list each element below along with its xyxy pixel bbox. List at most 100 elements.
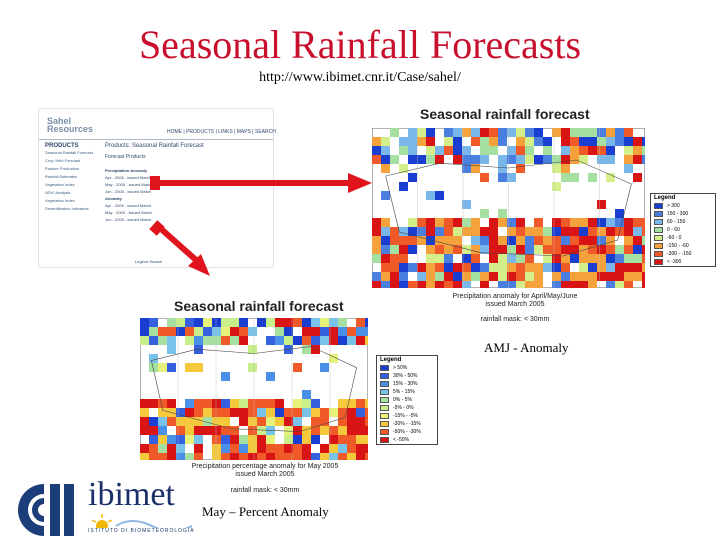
- map-cell: [462, 155, 471, 164]
- website-product-link[interactable]: Jun - 2005 - issued March: [105, 217, 152, 222]
- map-cell: [221, 453, 230, 460]
- map-cell: [338, 336, 347, 345]
- map-cell: [311, 327, 320, 336]
- map-cell: [176, 444, 185, 453]
- map-cell: [426, 146, 435, 155]
- website-nav[interactable]: HOME | PRODUCTS | LINKS | MAPS | SEARCH: [167, 129, 276, 135]
- map-cell: [579, 272, 588, 281]
- map-cell: [444, 218, 453, 227]
- map-cell: [239, 435, 248, 444]
- map-cell: [320, 318, 329, 327]
- website-sidebar-item[interactable]: Vegetation Index: [45, 198, 75, 203]
- map-cell: [471, 227, 480, 236]
- website-sidebar-item[interactable]: Pasture Production: [45, 166, 80, 171]
- map-cell: [167, 417, 176, 426]
- map-cell: [435, 155, 444, 164]
- legend-swatch: [654, 235, 663, 241]
- map-cell: [615, 137, 624, 146]
- website-sidebar-item[interactable]: Seasonal Rainfall Forecast: [45, 150, 93, 155]
- map-cell: [606, 173, 615, 182]
- map-cell: [624, 245, 633, 254]
- source-url[interactable]: http://www.ibimet.cnr.it/Case/sahel/: [259, 70, 461, 85]
- map-cell: [149, 444, 158, 453]
- map-cell: [158, 408, 167, 417]
- website-product-link[interactable]: May - 2005 - issued March: [105, 182, 153, 187]
- map-cell: [516, 254, 525, 263]
- map-cell: [516, 281, 525, 288]
- map-cell: [365, 408, 368, 417]
- map-cell: [230, 399, 239, 408]
- map-cell: [239, 318, 248, 327]
- map-cell: [257, 444, 266, 453]
- map-cell: [624, 272, 633, 281]
- website-product-link[interactable]: Apr - 2005 - issued March: [105, 175, 152, 180]
- website-sidebar-item[interactable]: Crop Yield Forecast: [45, 158, 81, 163]
- map-cell: [462, 272, 471, 281]
- website-screenshot: Sahel Resources HOME | PRODUCTS | LINKS …: [38, 108, 276, 268]
- map-cell: [525, 137, 534, 146]
- map-cell: [399, 254, 408, 263]
- website-product-link[interactable]: Jun - 2005 - issued March: [105, 189, 152, 194]
- website-sidebar-item[interactable]: Vegetation Index: [45, 182, 75, 187]
- map-cell: [140, 327, 149, 336]
- website-sidebar-item[interactable]: Desertification Indicators: [45, 206, 89, 211]
- map-cell: [624, 227, 633, 236]
- map-cell: [453, 146, 462, 155]
- map-cell: [329, 318, 338, 327]
- map-cell: [149, 327, 158, 336]
- map-cell: [435, 263, 444, 272]
- legend-label: 0 - 60: [667, 227, 680, 233]
- legend-swatch: [380, 373, 389, 379]
- map-cell: [302, 408, 311, 417]
- map-cell: [471, 155, 480, 164]
- map-cell: [372, 137, 381, 146]
- map-may-caption-line3: rainfall mask: < 30mm: [230, 487, 300, 494]
- map-cell: [275, 336, 284, 345]
- map-cell: [185, 399, 194, 408]
- map-cell: [320, 336, 329, 345]
- map-cell: [372, 218, 381, 227]
- map-cell: [543, 137, 552, 146]
- map-cell: [534, 236, 543, 245]
- label-amj-anomaly: AMJ - Anomaly: [484, 340, 569, 355]
- map-cell: [266, 372, 275, 381]
- map-cell: [212, 453, 221, 460]
- map-cell: [266, 399, 275, 408]
- map-cell: [167, 363, 176, 372]
- website-product-link[interactable]: May - 2005 - issued March: [105, 210, 153, 215]
- map-cell: [588, 263, 597, 272]
- map-cell: [203, 408, 212, 417]
- website-sidebar-item[interactable]: Rainfall Estimates: [45, 174, 78, 179]
- map-cell: [390, 245, 399, 254]
- map-cell: [239, 417, 248, 426]
- map-cell: [356, 399, 365, 408]
- map-cell: [615, 245, 624, 254]
- map-cell: [534, 218, 543, 227]
- map-cell: [293, 408, 302, 417]
- map-cell: [329, 408, 338, 417]
- map-cell: [507, 173, 516, 182]
- map-cell: [338, 408, 347, 417]
- website-sidebar-item[interactable]: NDVI Analysis: [45, 190, 71, 195]
- map-cell: [543, 227, 552, 236]
- map-cell: [284, 417, 293, 426]
- map-cell: [642, 227, 645, 236]
- map-cell: [435, 272, 444, 281]
- map-cell: [624, 281, 633, 288]
- map-cell: [311, 435, 320, 444]
- map-cell: [381, 164, 390, 173]
- map-cell: [597, 155, 606, 164]
- map-cell: [606, 236, 615, 245]
- map-cell: [462, 200, 471, 209]
- map-cell: [534, 272, 543, 281]
- map-may-caption: Precipitation percentage anomaly for May…: [190, 463, 340, 495]
- map-cell: [507, 245, 516, 254]
- legend-swatch: [380, 389, 389, 395]
- map-cell: [381, 263, 390, 272]
- map-cell: [194, 318, 203, 327]
- map-cell: [642, 245, 645, 254]
- map-cell: [453, 281, 462, 288]
- map-cell: [158, 426, 167, 435]
- website-product-link[interactable]: Apr - 2005 - issued March: [105, 203, 152, 208]
- map-cell: [266, 453, 275, 460]
